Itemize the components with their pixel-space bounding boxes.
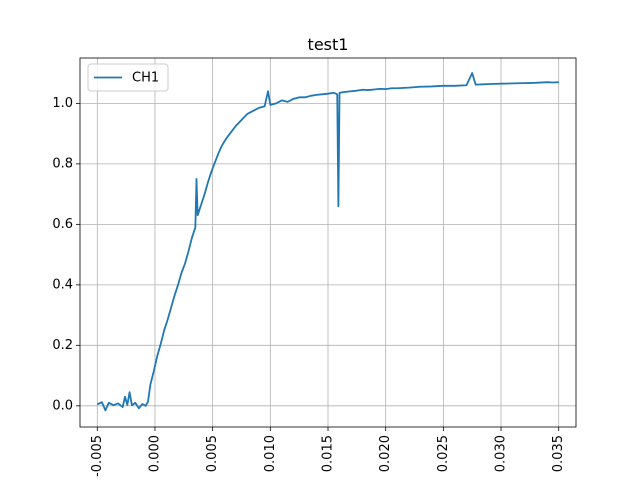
y-tick-label: 1.0 <box>52 96 73 111</box>
x-tick-label: 0.025 <box>436 435 451 472</box>
legend-label-ch1: CH1 <box>132 71 159 86</box>
series-line-ch1 <box>96 72 559 412</box>
x-tick-label: 0.020 <box>378 435 393 472</box>
x-tick-label: 0.010 <box>263 435 278 472</box>
x-tick-label: 0.015 <box>321 435 336 472</box>
y-tick-label: 0.0 <box>52 398 73 413</box>
y-tick-label: 0.2 <box>52 338 73 353</box>
legend: CH1 <box>87 63 169 92</box>
x-axis: -0.005 0.000 0.005 0.010 0.015 0.020 0.025 0.03… <box>90 427 566 477</box>
x-tick-label: 0.005 <box>205 435 220 472</box>
grid-lines <box>80 58 576 427</box>
y-tick-label: 0.4 <box>52 277 73 292</box>
x-tick-label: 0.000 <box>147 435 162 472</box>
legend-box <box>87 63 169 92</box>
y-tick-label: 0.8 <box>52 156 73 171</box>
x-tick-label: -0.005 <box>90 435 105 477</box>
chart-title: test1 <box>308 35 349 54</box>
y-tick-label: 0.6 <box>52 217 73 232</box>
plot-area <box>96 72 559 412</box>
y-axis: 0.0 0.2 0.4 0.6 0.8 1.0 <box>52 96 80 413</box>
x-tick-label: 0.035 <box>551 435 566 472</box>
x-tick-label: 0.030 <box>494 435 509 472</box>
